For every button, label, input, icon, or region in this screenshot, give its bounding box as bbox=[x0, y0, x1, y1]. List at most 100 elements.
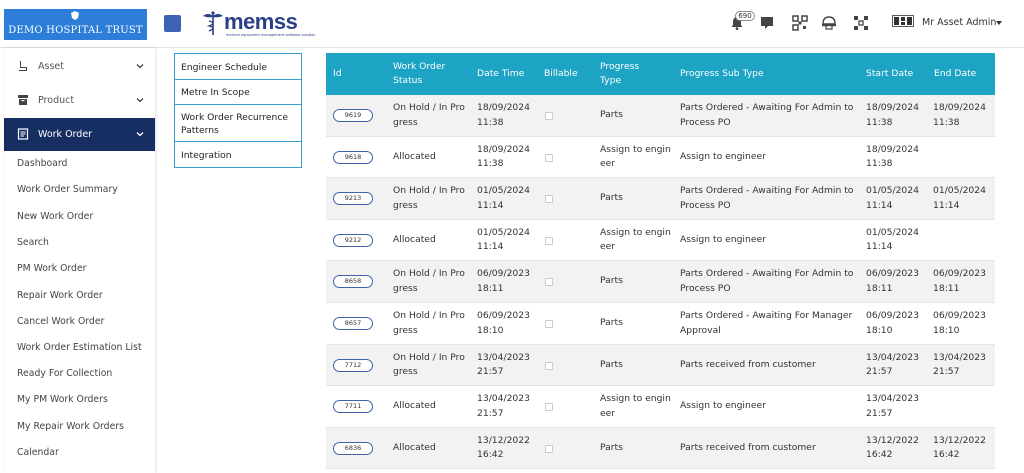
work-order-id-link[interactable]: 9619 bbox=[333, 109, 373, 122]
sidebar-subitem-my-repair-work-orders[interactable]: My Repair Work Orders bbox=[17, 421, 124, 432]
cell-progress-sub-type: Assign to engineer bbox=[680, 400, 766, 412]
column-header-status[interactable]: Work Order Status bbox=[393, 61, 446, 86]
cell-end-date: 01/05/2024 11:14 bbox=[933, 185, 986, 211]
sidebar-item-asset[interactable]: Asset bbox=[4, 50, 155, 83]
cell-start-date: 13/12/2022 16:42 bbox=[866, 434, 919, 461]
column-header-id[interactable]: Id bbox=[333, 68, 342, 79]
cell-progress-type: Assign to engineer bbox=[600, 393, 671, 419]
sidebar-subitem-my-pm-work-orders[interactable]: My PM Work Orders bbox=[17, 394, 108, 405]
hospital-logo[interactable]: DEMO HOSPITAL TRUST bbox=[4, 9, 147, 40]
submenu-item-engineer-schedule[interactable]: Engineer Schedule bbox=[174, 53, 302, 80]
asset-icon bbox=[19, 61, 27, 71]
grid-qr-icon[interactable] bbox=[853, 15, 869, 31]
cell-status: On Hold / In Progress bbox=[393, 185, 465, 211]
sidebar-item-product[interactable]: Product bbox=[4, 84, 155, 117]
cell-datetime: 13/04/2023 21:57 bbox=[477, 393, 530, 419]
sidebar-subitem-dashboard[interactable]: Dashboard bbox=[17, 158, 68, 169]
cell-progress-type: Parts bbox=[600, 109, 623, 120]
sidebar-item-work-order[interactable]: Work Order bbox=[4, 118, 155, 151]
cell-end-date: 18/09/2024 11:38 bbox=[933, 102, 986, 128]
top-header: DEMO HOSPITAL TRUST memss medical equipm… bbox=[0, 0, 1024, 48]
submenu-item-label: Work Order Recurrence Patterns bbox=[181, 112, 289, 136]
sidebar-subitem-new-work-order[interactable]: New Work Order bbox=[17, 211, 94, 222]
table-row[interactable]: 8657 On Hold / In Progress 06/09/2023 18:1… bbox=[326, 303, 995, 345]
billable-checkbox[interactable] bbox=[545, 112, 553, 120]
hospital-name: DEMO HOSPITAL TRUST bbox=[8, 25, 143, 36]
column-header-end-date[interactable]: End Date bbox=[934, 68, 977, 79]
cell-progress-sub-type: Parts Ordered - Awaiting For Admin to Pr… bbox=[680, 102, 854, 128]
billable-checkbox[interactable] bbox=[545, 444, 553, 453]
cell-progress-type: Assign to engineer bbox=[600, 143, 671, 170]
sidebar-subitem-ready-for-collection[interactable]: Ready For Collection bbox=[17, 368, 113, 379]
sidebar-item-label: Asset bbox=[38, 61, 64, 72]
submenu-item-recurrence-patterns[interactable]: Work Order Recurrence Patterns bbox=[174, 104, 302, 142]
cell-datetime: 18/09/2024 11:38 bbox=[477, 143, 530, 170]
work-order-id-link[interactable]: 8658 bbox=[333, 275, 373, 289]
table-row[interactable]: 6836 Allocated 13/12/2022 16:42 Parts Parts … bbox=[326, 427, 995, 470]
work-order-id-link[interactable]: 9213 bbox=[333, 192, 373, 206]
column-header-start-date[interactable]: Start Date bbox=[866, 68, 914, 79]
work-order-table: Id Work Order Status Date Time Billable … bbox=[326, 53, 995, 473]
chevron-down-icon bbox=[136, 64, 144, 69]
sidebar-subitem-work-order-summary[interactable]: Work Order Summary bbox=[17, 184, 118, 195]
work-order-id-link[interactable]: 9212 bbox=[333, 233, 373, 247]
cell-progress-type: Parts bbox=[600, 358, 623, 370]
chevron-down-icon bbox=[136, 98, 144, 103]
table-row[interactable]: 7712 On Hold / In Progress 13/04/2023 21:5… bbox=[326, 344, 995, 387]
column-header-progress-sub-type[interactable]: Progress Sub Type bbox=[680, 68, 764, 79]
table-row[interactable]: 9618 Allocated 18/09/2024 11:38 Assign to e… bbox=[326, 137, 995, 179]
user-name: Mr Asset Admin bbox=[922, 17, 997, 28]
cell-start-date: 18/09/2024 11:38 bbox=[866, 102, 919, 128]
billable-checkbox[interactable] bbox=[545, 195, 553, 204]
submenu-item-metre-in-scope[interactable]: Metre In Scope bbox=[174, 79, 302, 105]
submenu-item-integration[interactable]: Integration bbox=[174, 141, 302, 168]
table-row[interactable]: 9213 On Hold / In Progress 01/05/2024 11:1… bbox=[326, 178, 995, 220]
sidebar-subitem-repair-work-order[interactable]: Repair Work Order bbox=[17, 290, 103, 301]
billable-checkbox[interactable] bbox=[545, 236, 553, 245]
chevron-down-icon bbox=[136, 132, 144, 137]
billable-checkbox[interactable] bbox=[545, 403, 553, 412]
sidebar-subitem-calendar[interactable]: Calendar bbox=[17, 447, 59, 458]
sidebar-subitem-search[interactable]: Search bbox=[17, 237, 49, 248]
chevron-down-icon bbox=[996, 21, 1002, 25]
column-header-progress-type[interactable]: Progress Type bbox=[600, 61, 640, 86]
billable-checkbox[interactable] bbox=[545, 278, 553, 287]
qr-code-icon[interactable] bbox=[792, 15, 808, 31]
table-row[interactable]: 9212 Allocated 01/05/2024 11:14 Assign to e… bbox=[326, 220, 995, 262]
cell-progress-sub-type: Assign to engineer bbox=[680, 233, 766, 245]
table-row[interactable]: 8658 On Hold / In Progress 06/09/2023 18:1… bbox=[326, 261, 995, 303]
billable-checkbox[interactable] bbox=[545, 153, 553, 162]
billable-checkbox[interactable] bbox=[545, 320, 553, 328]
cell-status: On Hold / In Progress bbox=[393, 351, 465, 378]
work-order-id-link[interactable]: 8657 bbox=[333, 317, 373, 330]
work-order-id-link[interactable]: 9618 bbox=[333, 150, 373, 164]
cell-progress-sub-type: Parts received from customer bbox=[680, 358, 816, 370]
table-row[interactable]: 7711 Allocated 13/04/2023 21:57 Assign to e… bbox=[326, 386, 995, 428]
chat-icon[interactable] bbox=[759, 15, 775, 31]
cell-start-date: 18/09/2024 11:38 bbox=[866, 143, 919, 170]
sidebar-subitem-work-order-estimation-list[interactable]: Work Order Estimation List bbox=[17, 342, 142, 353]
cell-progress-type: Parts bbox=[600, 441, 623, 453]
sidebar-subitem-pm-work-order[interactable]: PM Work Order bbox=[17, 263, 87, 274]
work-order-id-link[interactable]: 6836 bbox=[333, 441, 373, 455]
billable-checkbox[interactable] bbox=[545, 361, 553, 370]
menu-toggle-button[interactable] bbox=[164, 15, 181, 32]
cell-progress-sub-type: Parts Ordered - Awaiting For Manager App… bbox=[680, 310, 853, 336]
column-header-datetime[interactable]: Date Time bbox=[477, 68, 525, 79]
cell-datetime: 01/05/2024 11:14 bbox=[477, 185, 530, 211]
helmet-icon[interactable] bbox=[821, 15, 837, 31]
cell-status: Allocated bbox=[393, 233, 436, 245]
table-row[interactable]: 9619 On Hold / In Progress 18/09/2024 11:3… bbox=[326, 95, 995, 137]
work-order-id-link[interactable]: 7712 bbox=[333, 358, 373, 372]
cell-status: Allocated bbox=[393, 400, 436, 412]
cell-progress-type: Parts bbox=[600, 192, 623, 204]
column-header-billable[interactable]: Billable bbox=[544, 68, 578, 79]
sidebar-subitem-cancel-work-order[interactable]: Cancel Work Order bbox=[17, 316, 105, 327]
memss-logo[interactable]: memss medical equipment management softw… bbox=[200, 9, 316, 39]
cell-datetime: 06/09/2023 18:10 bbox=[477, 310, 530, 336]
brand-tagline: medical equipment management software so… bbox=[226, 33, 316, 37]
cell-start-date: 06/09/2023 18:10 bbox=[866, 310, 919, 336]
cell-datetime: 06/09/2023 18:11 bbox=[477, 268, 530, 294]
cell-status: Allocated bbox=[393, 441, 436, 453]
work-order-id-link[interactable]: 7711 bbox=[333, 400, 373, 414]
